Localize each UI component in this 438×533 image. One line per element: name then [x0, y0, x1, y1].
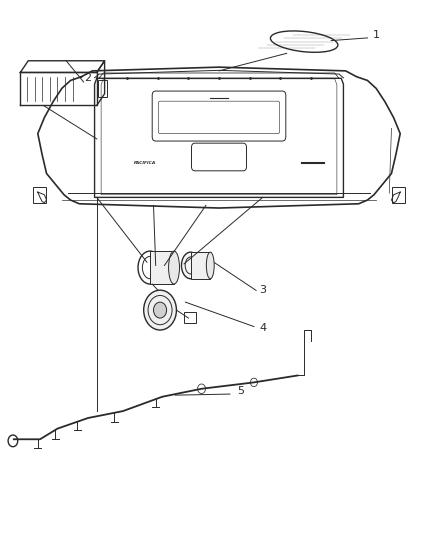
Text: 4: 4	[259, 322, 266, 333]
FancyBboxPatch shape	[191, 252, 210, 279]
Text: 1: 1	[373, 30, 380, 41]
Text: 3: 3	[259, 286, 266, 295]
Ellipse shape	[169, 251, 180, 284]
FancyBboxPatch shape	[150, 251, 174, 284]
Text: 5: 5	[237, 386, 244, 397]
Text: PACIFICA: PACIFICA	[134, 161, 156, 165]
Ellipse shape	[153, 302, 166, 318]
Ellipse shape	[206, 252, 214, 279]
Ellipse shape	[144, 290, 177, 330]
Ellipse shape	[181, 252, 200, 279]
Text: 2: 2	[85, 73, 92, 83]
